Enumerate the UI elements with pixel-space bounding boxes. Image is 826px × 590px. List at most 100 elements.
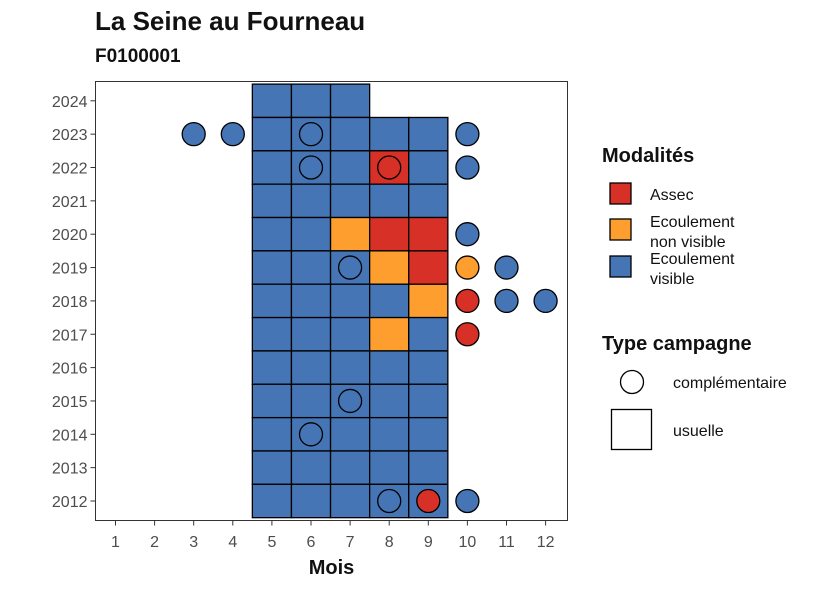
- cell-usuelle-2024-6: [290, 83, 332, 119]
- x-tick-label-11: 11: [498, 534, 515, 551]
- point-complementaire-2012-10: [455, 488, 480, 514]
- cell-usuelle-2020-6: [290, 216, 332, 252]
- y-tick-label-2019: 2019: [52, 261, 88, 278]
- cell-usuelle-2019-9: [408, 250, 449, 285]
- legend-type-circle: [619, 369, 645, 395]
- point-complementaire-2019-7: [337, 255, 363, 280]
- point-complementaire-2022-6: [298, 155, 324, 180]
- cell-usuelle-2015-9: [408, 383, 449, 419]
- chart-axes: 1 2 3 4 5 6 7 8 9 10 11 122012201320142015201620172…: [52, 81, 568, 579]
- cell-usuelle-2022-5: [251, 150, 293, 185]
- chart-title: La Seine au Fourneau: [95, 6, 366, 36]
- legend-modalites-title: Modalités: [602, 145, 694, 167]
- point-complementaire-2012-8: [377, 488, 402, 514]
- legend-label-1-1: non visible: [650, 234, 726, 251]
- cell-usuelle-2017-6: [290, 316, 332, 352]
- y-tick-label-2020: 2020: [52, 227, 88, 244]
- point-complementaire-2012-9: [416, 488, 441, 514]
- cell-usuelle-2013-9: [408, 450, 449, 485]
- cell-usuelle-2018-5: [251, 283, 293, 319]
- cell-usuelle-2021-5: [251, 183, 293, 219]
- cell-usuelle-2024-5: [251, 83, 293, 119]
- cell-usuelle-2023-5: [251, 116, 293, 152]
- cell-usuelle-2021-9: [408, 183, 449, 219]
- point-complementaire-2015-7: [337, 388, 363, 414]
- cell-usuelle-2020-9: [408, 216, 449, 252]
- cell-usuelle-2022-9: [408, 150, 449, 185]
- cell-usuelle-2017-5: [251, 316, 293, 352]
- cell-usuelle-2017-9: [408, 316, 449, 352]
- cell-usuelle-2020-8: [368, 216, 410, 252]
- x-tick-label-4: 4: [228, 534, 237, 551]
- cell-usuelle-2019-6: [290, 250, 332, 285]
- chart-subtitle: F0100001: [95, 46, 181, 67]
- x-tick-label-12: 12: [537, 534, 555, 551]
- cell-usuelle-2017-7: [329, 316, 371, 352]
- cell-usuelle-2015-6: [290, 383, 332, 419]
- cell-usuelle-2021-7: [329, 183, 371, 219]
- point-complementaire-2018-10: [455, 288, 480, 314]
- y-tick-label-2021: 2021: [52, 194, 88, 211]
- cell-usuelle-2013-6: [290, 450, 332, 485]
- cell-usuelle-2012-5: [251, 483, 293, 519]
- cell-usuelle-2024-7: [329, 83, 371, 119]
- point-complementaire-2018-11: [494, 288, 519, 314]
- y-tick-label-2017: 2017: [52, 327, 88, 344]
- legend-key-2: [609, 255, 632, 278]
- y-tick-label-2023: 2023: [52, 127, 88, 144]
- legend-key-1: [609, 218, 632, 241]
- y-tick-label-2018: 2018: [52, 294, 88, 311]
- legend-label-1-0: Ecoulement: [650, 214, 735, 231]
- point-complementaire-2022-8: [377, 155, 402, 180]
- cell-usuelle-2016-9: [408, 350, 449, 385]
- cell-usuelle-2017-8: [368, 316, 410, 352]
- point-complementaire-2018-12: [533, 288, 558, 314]
- cell-usuelle-2015-5: [251, 383, 293, 419]
- cell-usuelle-2018-6: [290, 283, 332, 319]
- x-axis-title: Mois: [309, 557, 355, 579]
- cell-usuelle-2023-8: [368, 116, 410, 152]
- x-tick-label-10: 10: [459, 534, 477, 551]
- cell-usuelle-2016-8: [368, 350, 410, 385]
- x-tick-label-6: 6: [307, 534, 316, 551]
- cell-usuelle-2016-6: [290, 350, 332, 385]
- cell-usuelle-2018-8: [368, 283, 410, 319]
- y-tick-label-2013: 2013: [52, 461, 88, 478]
- cell-usuelle-2020-5: [251, 216, 293, 252]
- cell-usuelle-2020-7: [329, 216, 371, 252]
- point-complementaire-2023-4: [220, 121, 245, 147]
- cell-usuelle-2012-7: [329, 483, 371, 519]
- x-tick-label-9: 9: [424, 534, 433, 551]
- point-complementaire-2023-6: [298, 121, 324, 147]
- cell-usuelle-2016-5: [251, 350, 293, 385]
- y-tick-label-2022: 2022: [52, 161, 88, 178]
- y-tick-label-2016: 2016: [52, 361, 88, 378]
- chart-marks: [95, 81, 568, 521]
- y-tick-label-2015: 2015: [52, 394, 88, 411]
- point-complementaire-2022-10: [455, 155, 480, 180]
- y-tick-label-2014: 2014: [52, 427, 88, 444]
- cell-usuelle-2023-7: [329, 116, 371, 152]
- cell-usuelle-2012-6: [290, 483, 332, 519]
- cell-usuelle-2019-8: [368, 250, 410, 285]
- legend-label-2-0: Ecoulement: [650, 251, 735, 268]
- cell-usuelle-2015-8: [368, 383, 410, 419]
- cell-usuelle-2013-8: [368, 450, 410, 485]
- cell-usuelle-2013-5: [251, 450, 293, 485]
- point-complementaire-2020-10: [455, 222, 480, 247]
- legend-type-label-0: complémentaire: [673, 375, 787, 392]
- cell-usuelle-2014-9: [408, 416, 449, 452]
- x-tick-label-3: 3: [189, 534, 198, 551]
- cell-usuelle-2021-6: [290, 183, 332, 219]
- point-complementaire-2019-10: [455, 255, 480, 280]
- y-tick-label-2024: 2024: [52, 94, 88, 111]
- cell-usuelle-2016-7: [329, 350, 371, 385]
- x-tick-label-2: 2: [150, 534, 159, 551]
- x-tick-label-1: 1: [111, 534, 120, 551]
- cell-usuelle-2021-8: [368, 183, 410, 219]
- legend-type-title: Type campagne: [602, 333, 752, 355]
- cell-usuelle-2022-7: [329, 150, 371, 185]
- x-tick-label-8: 8: [385, 534, 394, 551]
